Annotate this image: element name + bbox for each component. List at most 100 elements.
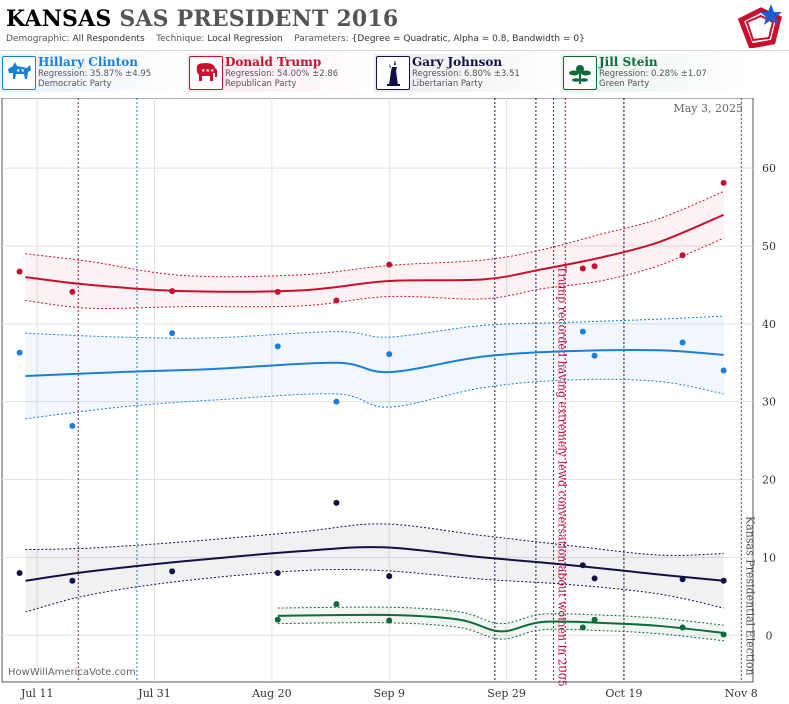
- poll-point: [591, 575, 598, 582]
- candidate-card-johnson[interactable]: Gary Johnson Regression: 6.80% ±3.51 Lib…: [374, 54, 561, 92]
- technique-label: Technique:: [156, 34, 205, 44]
- poll-point: [333, 297, 340, 304]
- candidate-card-stein[interactable]: Jill Stein Regression: 0.28% ±1.07 Green…: [561, 54, 748, 92]
- chart-header: KANSAS SAS PRESIDENT 2016 Demographic: A…: [0, 0, 789, 51]
- watermark: HowWillAmericaVote.com: [8, 667, 136, 678]
- confidence-band: [25, 523, 724, 612]
- poll-point: [69, 422, 76, 429]
- confidence-band: [25, 191, 724, 309]
- poll-point: [16, 569, 23, 576]
- candidate-party: Democratic Party: [38, 79, 112, 89]
- candidate-party: Green Party: [599, 79, 650, 89]
- poll-point: [16, 349, 23, 356]
- y-tick-label: 20: [762, 474, 776, 487]
- y-tick-label: 50: [762, 240, 776, 253]
- x-tick-label: Sep 29: [487, 687, 526, 700]
- technique-value: Local Regression: [207, 34, 283, 44]
- poll-point: [69, 577, 76, 584]
- svg-text:★★: ★★: [16, 68, 25, 74]
- poll-point: [169, 568, 176, 575]
- band-upper-line: [25, 190, 724, 278]
- x-tick-label: Oct 19: [605, 687, 642, 700]
- poll-point: [679, 252, 686, 259]
- poll-point: [720, 631, 727, 638]
- x-tick-label: Jul 11: [20, 687, 54, 700]
- candidate-regression: Regression: 35.87% ±4.95: [38, 69, 152, 79]
- candidate-legend: ★★ Hillary Clinton Regression: 35.87% ±4…: [0, 54, 789, 92]
- parameters-value: {Degree = Quadratic, Alpha = 0.8, Bandwi…: [351, 34, 585, 44]
- title-state: KANSAS: [6, 6, 112, 32]
- flower-icon: [563, 56, 597, 90]
- parameters-label: Parameters:: [294, 34, 349, 44]
- poll-point: [679, 576, 686, 583]
- plot-area: [1, 98, 754, 683]
- y-tick-label: 0: [766, 629, 773, 642]
- candidate-name: Hillary Clinton: [38, 55, 138, 69]
- y-tick-label: 30: [762, 396, 776, 409]
- poll-point: [333, 398, 340, 405]
- poll-point: [386, 573, 393, 580]
- x-tick-label: Aug 20: [251, 687, 292, 700]
- band-lower-line: [25, 237, 724, 310]
- date-label: May 3, 2025: [673, 102, 743, 115]
- elephant-icon: ★★★: [189, 56, 223, 90]
- poll-point: [386, 617, 393, 624]
- candidate-regression: Regression: 54.00% ±2.86: [225, 69, 339, 79]
- x-tick-label: Nov 8: [725, 687, 758, 700]
- poll-point: [333, 499, 340, 506]
- parameters-line: Demographic: All Respondents Technique: …: [6, 34, 585, 44]
- poll-point: [591, 352, 598, 359]
- poll-point: [16, 268, 23, 275]
- event-annotation: Trump recorded having extremely lewd con…: [556, 266, 569, 687]
- band-lower-line: [25, 568, 724, 613]
- poll-point: [579, 265, 586, 272]
- confidence-band: [25, 316, 724, 419]
- candidate-party: Republican Party: [225, 79, 297, 89]
- poll-point: [274, 569, 281, 576]
- poll-point: [679, 624, 686, 631]
- x-tick-label: Sep 9: [373, 687, 405, 700]
- poll-point: [274, 343, 281, 350]
- liberty-statue-icon: [376, 56, 410, 90]
- poll-point: [591, 616, 598, 623]
- poll-point: [69, 288, 76, 295]
- demographic-value: All Respondents: [72, 34, 145, 44]
- demographic-label: Demographic:: [6, 34, 70, 44]
- poll-point: [679, 339, 686, 346]
- y-tick-label: 60: [762, 162, 776, 175]
- poll-point: [720, 367, 727, 374]
- poll-point: [720, 577, 727, 584]
- chart-title: KANSAS SAS PRESIDENT 2016: [6, 6, 398, 32]
- title-race: SAS PRESIDENT 2016: [119, 6, 399, 32]
- y-tick-label: 40: [762, 318, 776, 331]
- polling-chart: 0 10 20 30 40 50 60 Jul 11 Jul 31 Aug 20 Sep 9 Sep …: [1, 98, 776, 700]
- poll-point: [579, 328, 586, 335]
- donkey-icon: ★★: [2, 56, 36, 90]
- candidate-name: Jill Stein: [599, 55, 658, 69]
- site-logo-icon[interactable]: [737, 2, 783, 48]
- poll-point: [169, 330, 176, 337]
- poll-point: [333, 601, 340, 608]
- svg-text:★★★: ★★★: [201, 68, 215, 74]
- candidate-regression: Regression: 6.80% ±3.51: [412, 69, 520, 79]
- poll-point: [386, 261, 393, 268]
- band-upper-line: [277, 606, 724, 626]
- poll-point: [579, 562, 586, 569]
- x-tick-label: Jul 31: [137, 687, 171, 700]
- trend-line: [277, 613, 724, 634]
- poll-point: [579, 624, 586, 631]
- trend-line: [25, 213, 725, 293]
- poll-point: [591, 263, 598, 270]
- poll-point: [386, 351, 393, 358]
- y-tick-label: 10: [762, 551, 776, 564]
- candidate-card-clinton[interactable]: ★★ Hillary Clinton Regression: 35.87% ±4…: [0, 54, 187, 92]
- poll-point: [274, 616, 281, 623]
- candidate-name: Donald Trump: [225, 55, 322, 69]
- poll-point: [169, 288, 176, 295]
- band-upper-line: [25, 315, 724, 339]
- trend-line: [25, 546, 724, 582]
- poll-point: [720, 179, 727, 186]
- candidate-card-trump[interactable]: ★★★ Donald Trump Regression: 54.00% ±2.8…: [187, 54, 374, 92]
- trend-line: [25, 348, 724, 377]
- candidate-party: Libertarian Party: [412, 79, 483, 89]
